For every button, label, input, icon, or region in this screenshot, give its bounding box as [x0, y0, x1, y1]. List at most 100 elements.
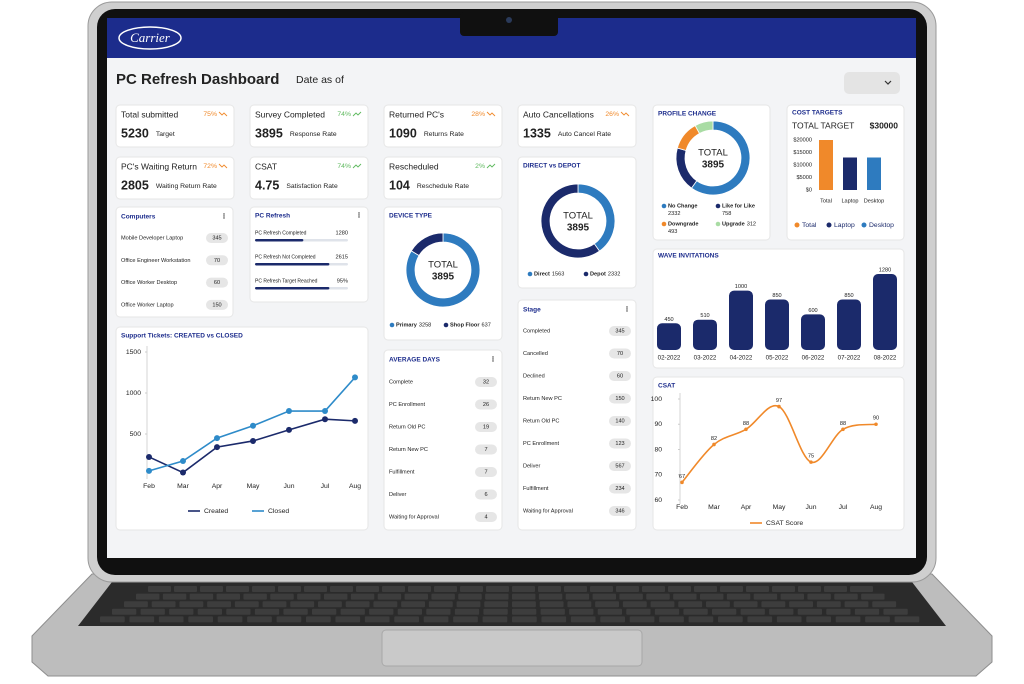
- key: [350, 593, 375, 600]
- row-value: 26: [483, 402, 489, 408]
- row-value: 345: [615, 328, 624, 334]
- pill: [609, 371, 631, 381]
- point: [352, 417, 358, 424]
- x-tick-label: 06-2022: [802, 355, 825, 362]
- x-tick-label: Laptop: [841, 198, 858, 204]
- kpi-caption: Waiting Return Rate: [156, 183, 217, 190]
- kpi-label: CSAT: [255, 161, 277, 171]
- card-subtitle: TOTAL TARGET: [792, 120, 854, 130]
- x-tick-label: 05-2022: [766, 355, 789, 362]
- key: [678, 601, 703, 608]
- progress-value: 95%: [337, 278, 348, 284]
- key: [567, 601, 592, 608]
- kpi-label: Total submitted: [121, 109, 178, 119]
- row-label: Declined: [523, 373, 545, 379]
- date-label: Date as of: [296, 74, 344, 86]
- legend-dot: [715, 221, 721, 227]
- key: [140, 608, 165, 615]
- key: [197, 608, 222, 615]
- key: [434, 586, 457, 592]
- key: [512, 616, 537, 623]
- pill: [475, 444, 497, 455]
- donut-total: 3895: [567, 223, 590, 234]
- pill: [609, 416, 631, 426]
- value-label: 75: [808, 454, 814, 460]
- key: [629, 616, 655, 623]
- key: [304, 586, 327, 592]
- legend-name: Total: [802, 222, 817, 229]
- trend-icon: [486, 111, 496, 117]
- pill: [475, 399, 497, 410]
- card-title: WAVE INVITATIONS: [658, 253, 719, 260]
- key: [486, 586, 509, 592]
- pc-refresh-card: [249, 206, 369, 303]
- row-label: Office Worker Desktop: [121, 280, 177, 286]
- row-label: Return Old PC: [523, 418, 559, 424]
- menu-dot: [626, 308, 628, 310]
- y-tick-label: 70: [654, 472, 662, 479]
- key: [512, 593, 536, 600]
- pill: [475, 512, 497, 522]
- progress-fill: [255, 239, 304, 242]
- key: [600, 616, 625, 623]
- kpi-caption: Satisfaction Rate: [286, 183, 338, 190]
- y-tick-label: 90: [654, 421, 662, 428]
- value-label: 1280: [879, 267, 891, 273]
- kpi-card: [383, 156, 503, 200]
- key: [428, 601, 453, 608]
- kpi-caption: Target: [156, 131, 175, 138]
- point: [214, 435, 220, 442]
- x-tick-label: Jun: [284, 483, 295, 490]
- y-tick-label: $0: [806, 187, 812, 193]
- key: [252, 586, 275, 592]
- key: [397, 608, 422, 615]
- key: [668, 586, 691, 592]
- x-tick-label: 03-2022: [694, 355, 717, 362]
- key: [746, 586, 769, 592]
- key: [454, 608, 480, 615]
- key: [458, 593, 482, 600]
- y-tick-label: $20000: [793, 137, 812, 143]
- value-label: 97: [776, 398, 782, 404]
- legend-name: Upgrade: [722, 221, 745, 227]
- legend-name: Direct: [534, 271, 550, 277]
- row-value: 32: [483, 379, 489, 385]
- x-tick-label: Apr: [212, 483, 223, 490]
- y-tick-label: 1000: [126, 390, 141, 397]
- menu-dot: [223, 217, 225, 219]
- y-tick-label: 100: [651, 396, 663, 403]
- pill: [609, 326, 631, 336]
- value-label: 90: [873, 416, 879, 422]
- row-value: 70: [214, 258, 220, 264]
- card-title: Computers: [121, 214, 156, 221]
- y-tick-label: 60: [654, 497, 662, 504]
- key: [747, 616, 773, 623]
- key: [807, 593, 831, 600]
- key: [207, 601, 231, 608]
- donut-center-label: TOTAL: [428, 260, 458, 271]
- row-label: Fulfillment: [389, 469, 415, 475]
- key: [789, 601, 813, 608]
- donut-total: 3895: [432, 272, 455, 283]
- donut-segment: [694, 120, 714, 135]
- point: [180, 469, 186, 476]
- point: [286, 426, 292, 433]
- kpi-label: Returned PC's: [389, 109, 444, 119]
- menu-dot: [223, 215, 225, 217]
- card-title: CSAT: [658, 383, 675, 390]
- donut-segment: [405, 232, 481, 308]
- key: [688, 616, 714, 623]
- date-dropdown[interactable]: [844, 72, 900, 94]
- key: [226, 586, 249, 592]
- x-tick-label: Jul: [839, 504, 848, 511]
- key: [318, 601, 342, 608]
- key: [283, 608, 308, 615]
- row-value: 70: [617, 351, 623, 357]
- trend-icon: [218, 111, 228, 117]
- row-label: PC Enrollment: [523, 441, 560, 447]
- kpi-caption: Returns Rate: [424, 131, 464, 138]
- kpi-change: 72%: [203, 163, 217, 170]
- key: [162, 593, 187, 600]
- pill: [475, 377, 497, 387]
- key: [865, 616, 890, 623]
